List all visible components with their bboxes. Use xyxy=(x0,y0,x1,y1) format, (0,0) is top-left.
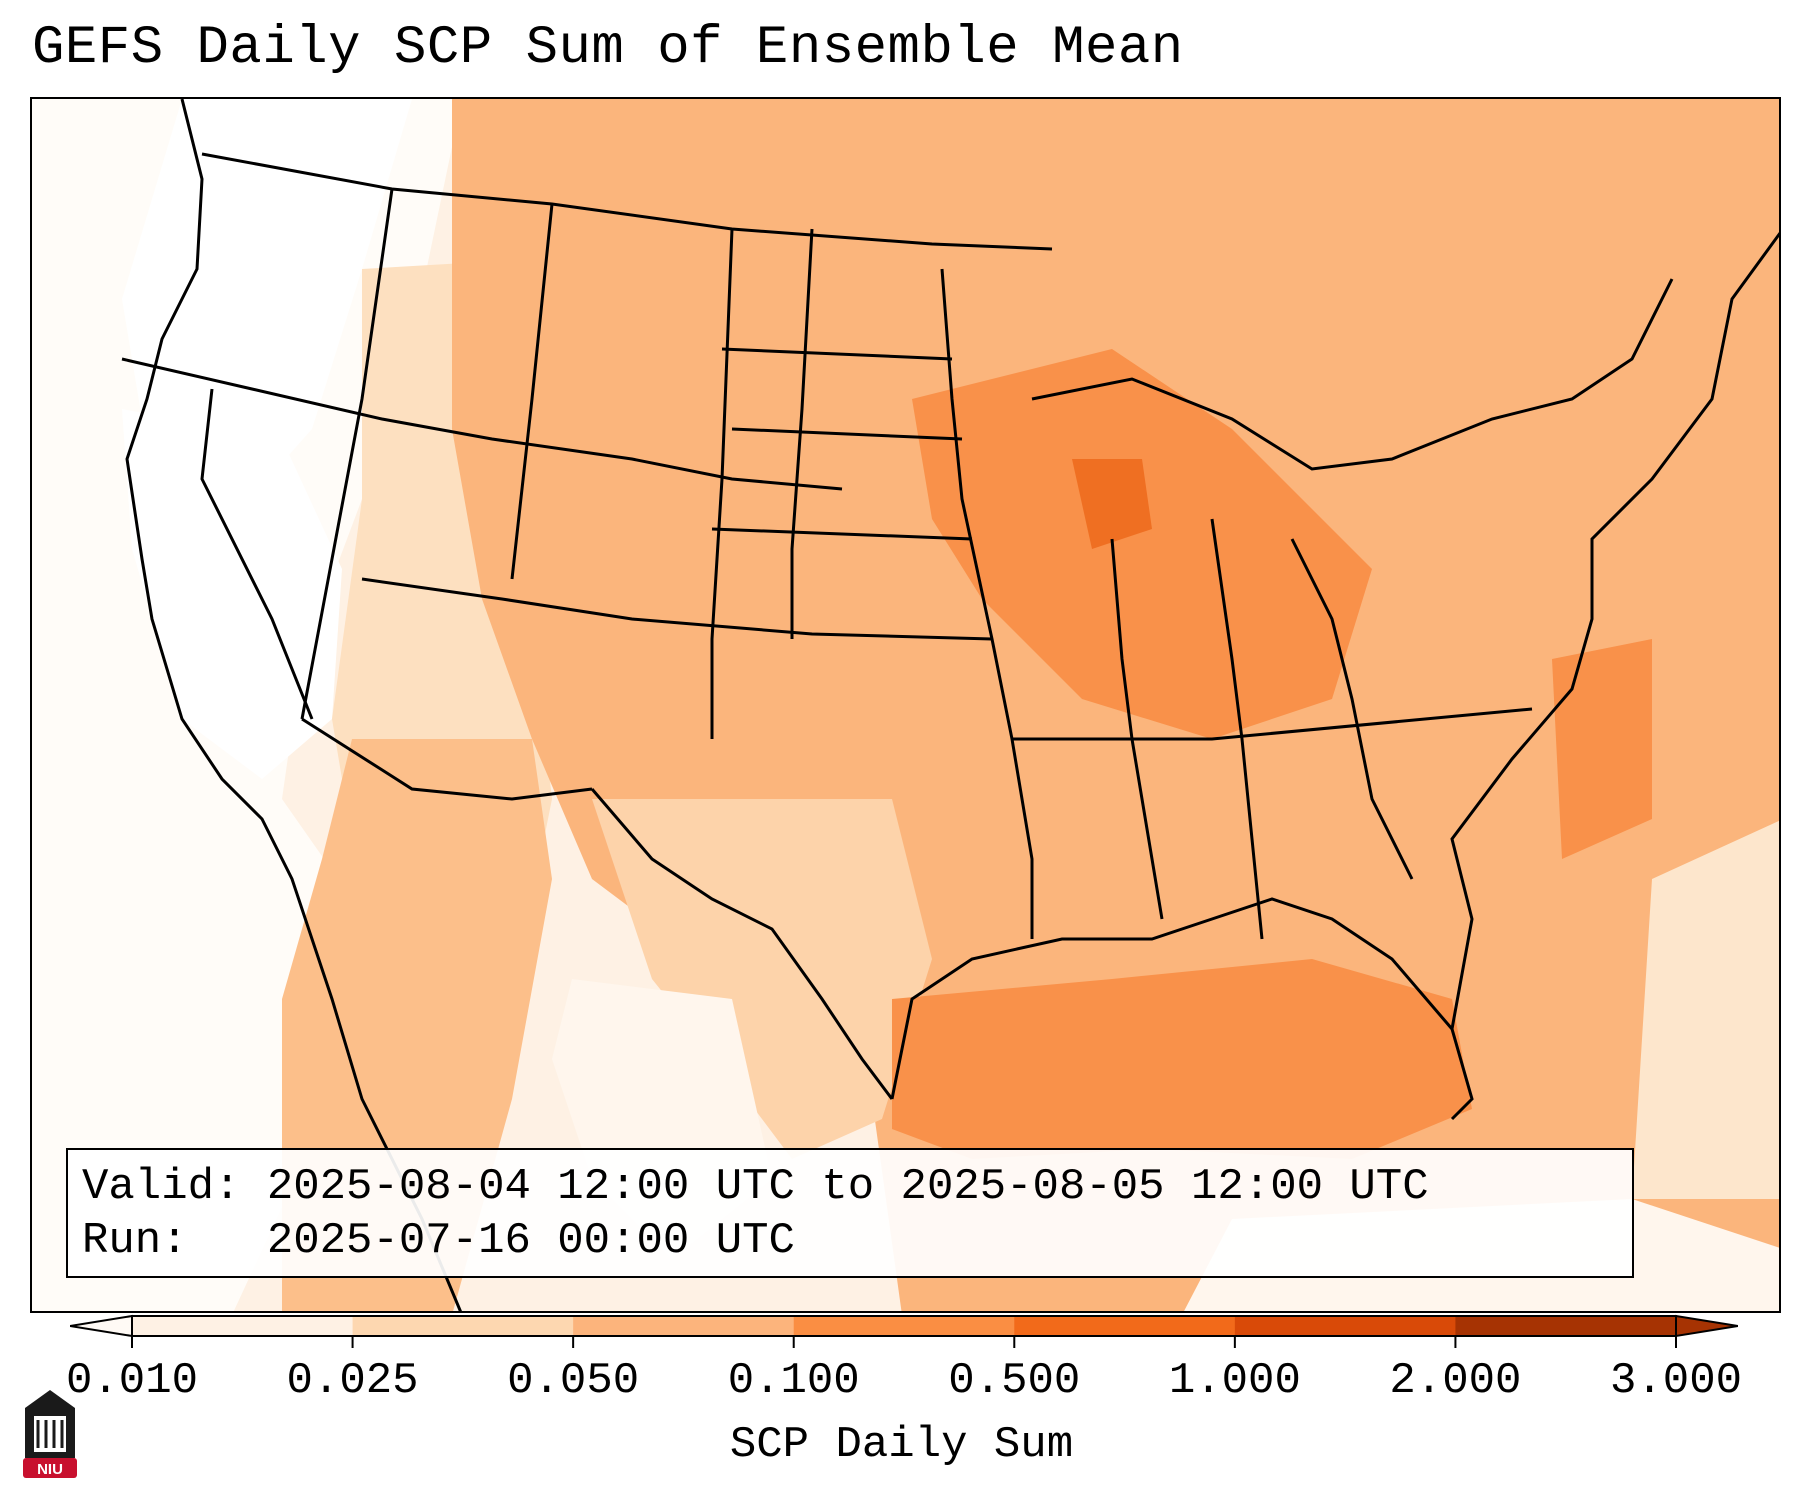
light-value-region-texas xyxy=(592,799,932,1159)
plains-state-lines xyxy=(711,347,1533,741)
central-meridian-border xyxy=(940,268,1034,939)
high-value-region-midwest xyxy=(912,349,1372,739)
nevada-west-border xyxy=(200,388,314,720)
scp-field-map xyxy=(32,99,1779,1311)
colorbar-segment xyxy=(1455,1316,1677,1336)
colorbar-segments xyxy=(70,1314,1738,1348)
west-coastline xyxy=(125,99,462,1311)
logo-text: NIU xyxy=(37,1461,63,1478)
idaho-nevada-border xyxy=(300,188,394,720)
logo-columns xyxy=(36,1420,64,1448)
niu-logo-icon: NIU xyxy=(23,1390,77,1478)
appalachian-line xyxy=(1290,538,1414,880)
logo-badge xyxy=(23,1458,77,1478)
colorbar-segment xyxy=(793,1316,1015,1336)
colorbar-segment xyxy=(573,1316,795,1336)
colorbar-tick-label: 3.000 xyxy=(1609,1356,1743,1406)
map-title: GEFS Daily SCP Sum of Ensemble Mean xyxy=(32,18,1184,79)
colorbar-segment xyxy=(132,1316,354,1336)
validity-info-box: Valid: 2025-08-04 12:00 UTC to 2025-08-0… xyxy=(66,1148,1634,1278)
four-corners-line xyxy=(361,577,993,641)
run-time-text: Run: 2025-07-16 00:00 UTC xyxy=(82,1216,795,1266)
colorbar-tick-label: 1.000 xyxy=(1168,1356,1301,1406)
gulf-coastline xyxy=(890,897,1474,1121)
mexico-border-west xyxy=(301,717,593,801)
dakotas-west-border xyxy=(710,228,734,739)
great-lakes-border xyxy=(1031,278,1674,471)
rio-grande xyxy=(590,788,894,1100)
colorbar-tick-label: 0.500 xyxy=(948,1356,1081,1406)
high-value-region-gulf xyxy=(892,959,1472,1159)
colorbar-tick-label: 0.025 xyxy=(286,1356,419,1406)
peak-value-region-wisconsin xyxy=(1072,459,1152,549)
colorbar-outline xyxy=(131,1315,1677,1337)
colorbar-segment xyxy=(1234,1316,1456,1336)
montana-wyoming-border xyxy=(510,203,554,580)
colorbar-extend-low xyxy=(70,1314,133,1338)
colorbar-tick-label: 0.100 xyxy=(727,1356,860,1406)
colorbar-tick-label: 2.000 xyxy=(1389,1356,1522,1406)
colorbar-tick-label: 0.050 xyxy=(507,1356,640,1406)
colorbar xyxy=(70,1314,1738,1348)
colorbar-label: SCP Daily Sum xyxy=(729,1420,1074,1470)
light-value-region-atlantic xyxy=(1632,820,1779,1199)
colorbar-extend-high xyxy=(1675,1314,1738,1338)
mountain-plains-border xyxy=(790,228,814,639)
colorbar-tick-label: 0.010 xyxy=(65,1356,199,1406)
zero-value-region-pacific-nw xyxy=(122,99,412,519)
colorbar-segment xyxy=(352,1316,574,1336)
east-coastline xyxy=(1450,231,1779,1030)
map-panel xyxy=(30,97,1781,1313)
canada-us-border-west xyxy=(201,152,1053,251)
political-boundaries xyxy=(121,99,1779,1311)
colorbar-segment xyxy=(1014,1316,1236,1336)
high-value-region-carolina-coast xyxy=(1552,639,1652,859)
valid-time-text: Valid: 2025-08-04 12:00 UTC to 2025-08-0… xyxy=(82,1162,1429,1212)
east-state-line-1 xyxy=(1210,518,1264,940)
west-state-line xyxy=(121,357,843,491)
zero-value-region-california-nevada xyxy=(122,409,342,779)
mississippi-river xyxy=(1110,538,1164,920)
